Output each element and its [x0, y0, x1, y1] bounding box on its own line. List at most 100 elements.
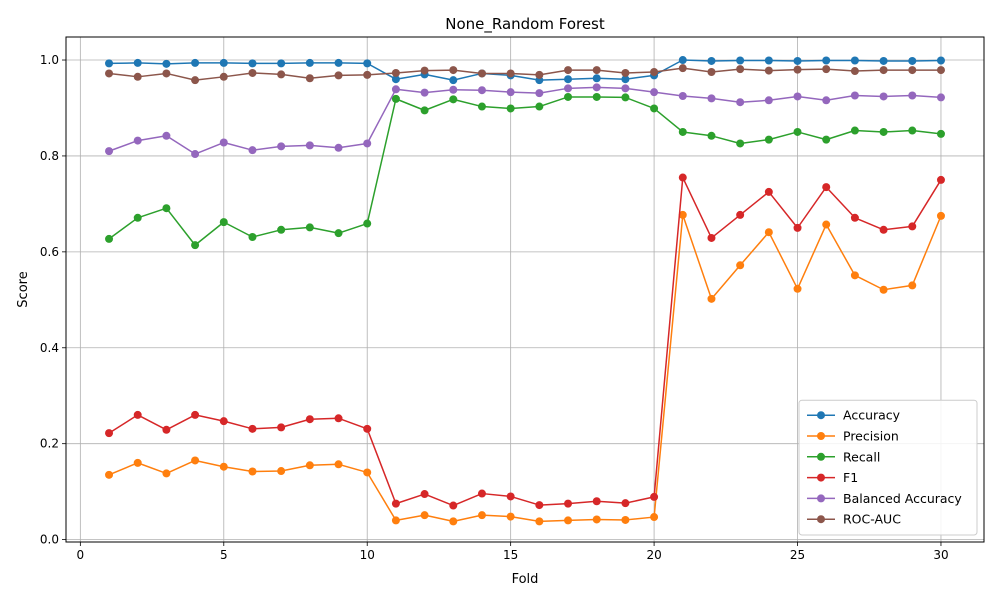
series-balanced-accuracy: [105, 83, 945, 159]
series-layer: [105, 56, 945, 526]
data-point-f1: [219, 417, 228, 426]
data-point-f1: [535, 501, 544, 510]
data-point-balanced-accuracy: [850, 91, 859, 100]
legend-label: ROC-AUC: [843, 512, 901, 527]
data-point-accuracy: [248, 59, 257, 68]
data-point-roc-auc: [133, 72, 142, 81]
data-point-recall: [420, 106, 429, 115]
data-point-accuracy: [105, 59, 114, 68]
series-line-recall: [108, 96, 942, 246]
data-point-precision: [822, 220, 831, 229]
data-point-balanced-accuracy: [277, 142, 286, 151]
data-point-roc-auc: [334, 71, 343, 80]
data-point-balanced-accuracy: [736, 98, 745, 107]
data-point-accuracy: [592, 74, 601, 83]
data-point-accuracy: [277, 59, 286, 68]
legend-item-recall: Recall: [807, 449, 880, 464]
data-point-precision: [793, 284, 802, 293]
data-point-roc-auc: [764, 66, 773, 75]
legend-item-f1: F1: [807, 470, 858, 485]
data-point-f1: [277, 423, 286, 432]
data-point-balanced-accuracy: [506, 88, 515, 97]
data-point-recall: [477, 102, 486, 111]
data-point-recall: [936, 129, 945, 138]
data-point-roc-auc: [219, 72, 228, 81]
data-point-precision: [764, 228, 773, 237]
legend-swatch-marker: [817, 452, 825, 461]
data-point-precision: [621, 515, 630, 524]
data-point-accuracy: [822, 56, 831, 65]
series-line-precision: [108, 214, 942, 523]
data-point-f1: [793, 223, 802, 232]
data-point-precision: [305, 461, 314, 470]
data-point-roc-auc: [391, 68, 400, 77]
data-point-accuracy: [191, 58, 200, 67]
data-point-precision: [650, 513, 659, 522]
data-point-precision: [363, 468, 372, 477]
data-point-precision: [449, 517, 458, 526]
data-point-precision: [736, 261, 745, 270]
data-point-balanced-accuracy: [535, 89, 544, 98]
data-point-balanced-accuracy: [592, 83, 601, 92]
data-point-accuracy: [908, 56, 917, 65]
data-point-recall: [162, 204, 171, 213]
x-tick-label: 0: [77, 548, 85, 562]
series-roc-auc: [105, 64, 945, 85]
legend-label: F1: [843, 470, 858, 485]
data-point-balanced-accuracy: [363, 139, 372, 148]
data-point-roc-auc: [936, 66, 945, 75]
data-point-accuracy: [133, 58, 142, 67]
data-point-roc-auc: [564, 66, 573, 75]
data-point-recall: [133, 213, 142, 222]
data-point-precision: [936, 211, 945, 220]
data-point-recall: [736, 139, 745, 148]
data-point-roc-auc: [650, 68, 659, 77]
y-tick-label: 0.4: [40, 341, 59, 355]
axis-ticks: 0 5 10 15 20 25 30 0.0 0.2 0.4 0.6 0.8 1.0: [40, 53, 949, 562]
data-point-balanced-accuracy: [219, 138, 228, 147]
data-point-f1: [850, 213, 859, 222]
data-point-roc-auc: [105, 69, 114, 78]
data-point-precision: [477, 511, 486, 520]
data-point-recall: [191, 241, 200, 250]
data-point-accuracy: [363, 59, 372, 68]
data-point-balanced-accuracy: [936, 93, 945, 102]
legend-swatch-marker: [817, 494, 825, 503]
data-point-roc-auc: [305, 74, 314, 83]
legend: Accuracy Precision Recall F1 Balanced Accura…: [798, 399, 978, 536]
data-point-f1: [879, 225, 888, 234]
data-point-roc-auc: [191, 76, 200, 85]
data-point-recall: [908, 126, 917, 135]
data-point-f1: [391, 499, 400, 508]
data-point-recall: [105, 234, 114, 243]
data-point-accuracy: [305, 58, 314, 67]
data-point-balanced-accuracy: [191, 150, 200, 159]
series-line-balanced-accuracy: [108, 86, 942, 155]
data-point-precision: [219, 462, 228, 471]
y-tick-label: 0.6: [40, 245, 59, 259]
data-point-precision: [248, 467, 257, 476]
data-point-roc-auc: [621, 68, 630, 77]
legend-box: [798, 399, 978, 536]
data-point-roc-auc: [248, 68, 257, 77]
data-point-roc-auc: [449, 66, 458, 75]
legend-label: Balanced Accuracy: [843, 491, 962, 506]
data-point-balanced-accuracy: [305, 141, 314, 150]
data-point-accuracy: [707, 56, 716, 65]
data-point-recall: [564, 92, 573, 101]
data-point-balanced-accuracy: [707, 94, 716, 103]
data-point-balanced-accuracy: [391, 85, 400, 94]
data-point-balanced-accuracy: [133, 136, 142, 145]
data-point-balanced-accuracy: [650, 88, 659, 97]
data-point-f1: [334, 414, 343, 423]
data-point-accuracy: [736, 56, 745, 65]
x-tick-label: 15: [503, 548, 518, 562]
data-point-roc-auc: [363, 70, 372, 79]
y-tick-label: 0.0: [40, 533, 59, 547]
data-point-balanced-accuracy: [162, 131, 171, 140]
data-point-precision: [420, 511, 429, 520]
data-point-accuracy: [764, 56, 773, 65]
legend-swatch-marker: [817, 411, 825, 420]
data-point-balanced-accuracy: [449, 85, 458, 94]
